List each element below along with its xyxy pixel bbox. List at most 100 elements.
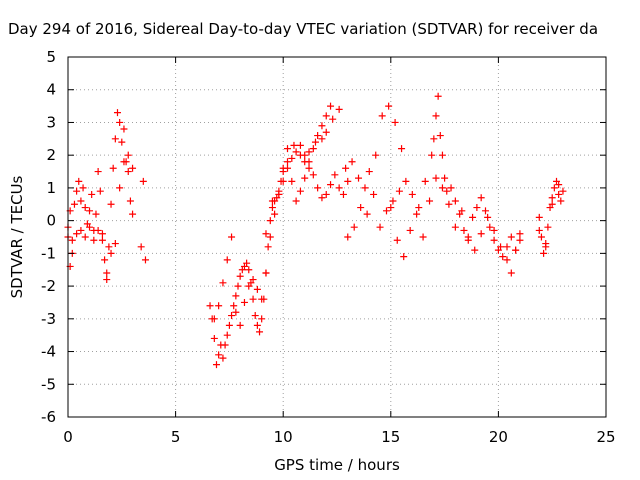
data-points — [64, 92, 567, 369]
y-tick-label: 5 — [46, 48, 56, 66]
data-point — [385, 102, 393, 110]
data-point — [441, 174, 449, 182]
data-point — [92, 210, 100, 218]
data-point — [232, 292, 240, 300]
data-point — [301, 174, 309, 182]
x-tick-label: 20 — [489, 428, 508, 446]
data-point — [228, 312, 236, 320]
data-point — [415, 204, 423, 212]
data-point — [402, 177, 410, 185]
data-point — [309, 171, 317, 179]
data-point — [322, 128, 330, 136]
data-point — [234, 282, 242, 290]
data-point — [228, 233, 236, 241]
data-point — [86, 223, 94, 231]
data-point — [413, 210, 421, 218]
data-point — [94, 226, 102, 234]
data-point — [249, 276, 257, 284]
y-tick-label: -5 — [41, 375, 56, 393]
data-point — [363, 210, 371, 218]
data-point — [432, 112, 440, 120]
y-tick-label: 3 — [46, 113, 56, 131]
data-point — [210, 315, 218, 323]
data-point — [111, 240, 119, 248]
data-point — [460, 226, 468, 234]
data-point — [103, 269, 111, 277]
data-point — [279, 168, 287, 176]
data-point — [240, 298, 248, 306]
data-point — [141, 256, 149, 264]
data-point — [77, 226, 85, 234]
y-tick-label: -6 — [41, 408, 56, 426]
data-point — [251, 312, 259, 320]
data-point — [451, 197, 459, 205]
data-point — [395, 187, 403, 195]
data-point — [393, 236, 401, 244]
data-point — [120, 158, 128, 166]
data-point — [559, 187, 567, 195]
data-point — [107, 200, 115, 208]
data-point — [516, 230, 524, 238]
data-point — [477, 194, 485, 202]
data-point — [81, 233, 89, 241]
data-point — [221, 341, 229, 349]
data-point — [79, 184, 87, 192]
plot-frame — [67, 56, 607, 418]
data-point — [421, 177, 429, 185]
data-point — [438, 151, 446, 159]
data-point — [372, 151, 380, 159]
data-point — [215, 302, 223, 310]
data-point — [477, 230, 485, 238]
data-point — [329, 115, 337, 123]
data-point — [387, 204, 395, 212]
data-point — [305, 164, 313, 172]
data-point — [113, 109, 121, 117]
data-point — [535, 226, 543, 234]
data-point — [258, 315, 266, 323]
data-point — [288, 177, 296, 185]
data-point — [126, 197, 134, 205]
data-point — [314, 184, 322, 192]
data-point — [223, 331, 231, 339]
data-point — [101, 256, 109, 264]
data-point — [139, 177, 147, 185]
y-tick-label: -3 — [41, 310, 56, 328]
x-axis-label: GPS time / hours — [274, 456, 400, 474]
data-point — [253, 321, 261, 329]
data-point — [370, 190, 378, 198]
grid-lines — [68, 57, 606, 417]
data-point — [98, 236, 106, 244]
data-point — [473, 204, 481, 212]
x-tick-label: 10 — [274, 428, 293, 446]
data-point — [258, 295, 266, 303]
data-point — [88, 190, 96, 198]
data-point — [249, 295, 257, 303]
data-point — [342, 164, 350, 172]
data-point — [464, 236, 472, 244]
data-point — [118, 138, 126, 146]
data-point — [469, 213, 477, 221]
data-point — [540, 249, 548, 257]
y-tick-label: 2 — [46, 146, 56, 164]
data-point — [271, 210, 279, 218]
data-point — [365, 168, 373, 176]
data-point — [262, 230, 270, 238]
data-point — [223, 256, 231, 264]
data-point — [73, 230, 81, 238]
y-tick-label: 1 — [46, 179, 56, 197]
data-point — [327, 181, 335, 189]
data-point — [292, 197, 300, 205]
data-point — [296, 151, 304, 159]
data-point — [275, 187, 283, 195]
data-point — [438, 184, 446, 192]
data-point — [262, 269, 270, 277]
data-point — [314, 132, 322, 140]
data-point — [296, 187, 304, 195]
data-point — [116, 118, 124, 126]
data-point — [350, 223, 358, 231]
data-point — [212, 361, 220, 369]
x-tick-label: 15 — [381, 428, 400, 446]
y-tick-label: 4 — [46, 81, 56, 99]
y-tick-label: -2 — [41, 277, 56, 295]
data-point — [290, 141, 298, 149]
